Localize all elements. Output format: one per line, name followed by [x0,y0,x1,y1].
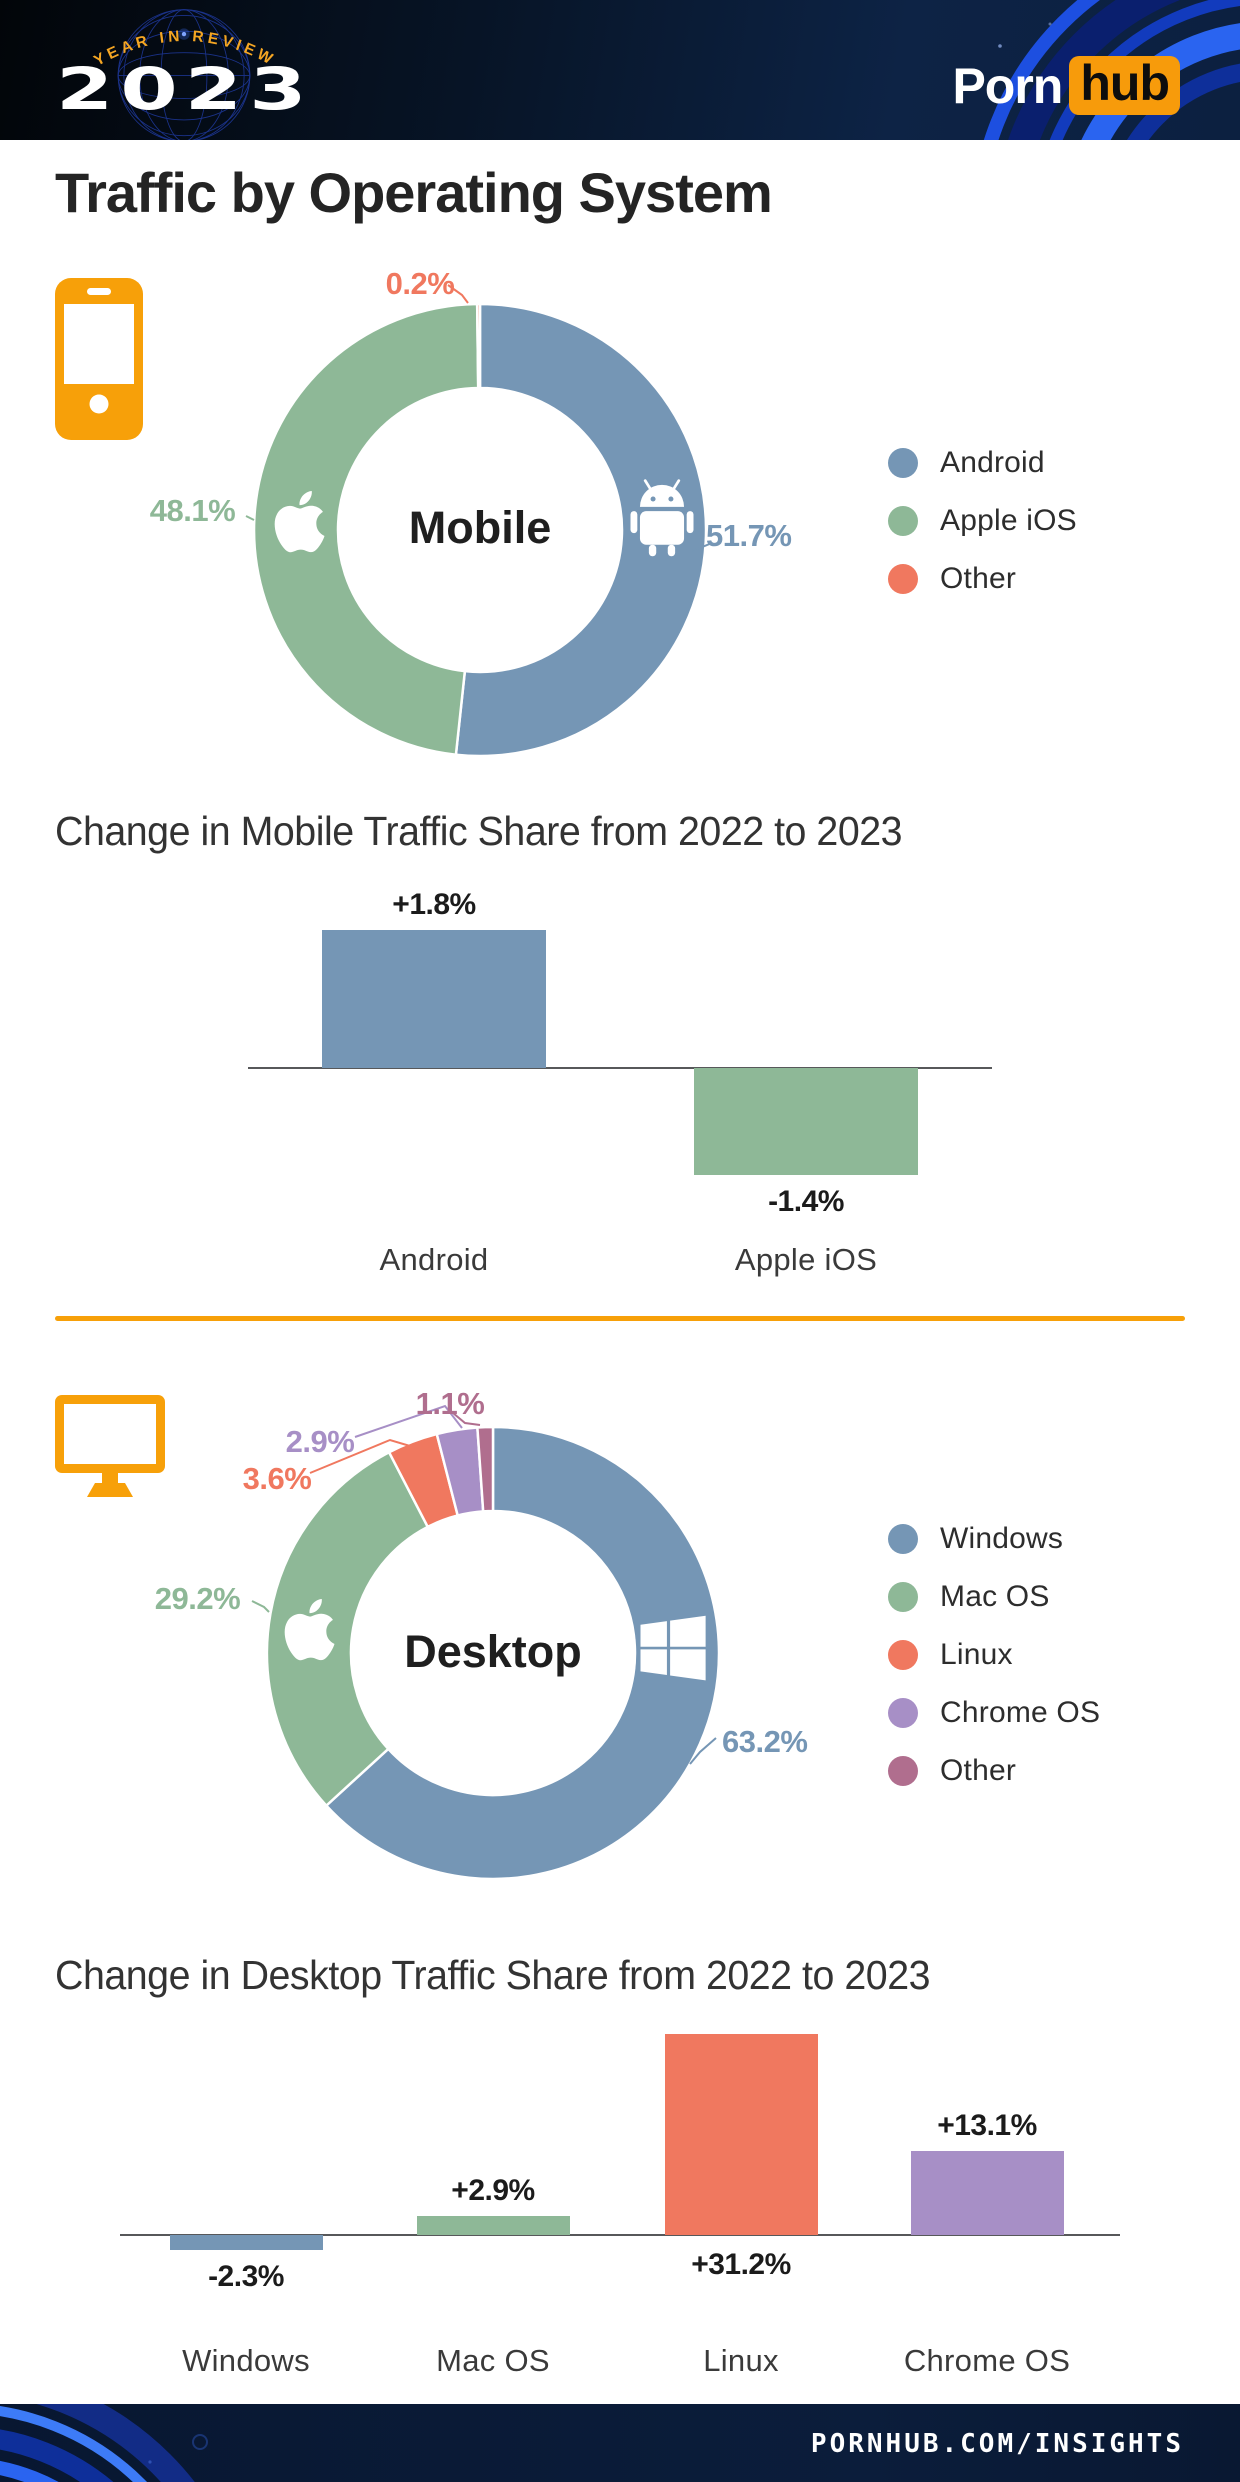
legend-label: Mac OS [940,1580,1050,1613]
callout-mac-os-share: 29.2% [154,1581,241,1616]
callout-other-share: 0.2% [385,266,455,301]
bar-chrome-os [910,2150,1064,2235]
donut-slice-mac-os [265,1451,429,1807]
legend-label: Windows [940,1522,1064,1555]
legend-label: Apple iOS [940,504,1077,537]
desktop-callout-leaders [251,1404,717,1765]
phone-icon [55,278,143,440]
desktop-bar-chart: -2.3% Windows +2.9% Mac OS +31.2% Linux +13.1%… [0,2010,1240,2404]
legend-item-chrome-os: Chrome OS [888,1696,1100,1730]
pornhub-logo: Porn hub [952,56,1180,115]
callout-leader-line [251,1600,270,1613]
section-divider [55,1316,1185,1321]
legend-label: Other [940,1754,1017,1787]
year-2023-logo: 2023 [56,55,314,123]
callout-leader-line [354,1404,463,1438]
bar-linux [664,2033,818,2235]
footer-banner: PORNHUB.COM/INSIGHTS [0,2404,1240,2482]
donut-slice-apple-ios [252,302,480,756]
axis-baseline [248,1067,992,1069]
legend-swatch [888,564,918,594]
bar-mac-os [416,2216,570,2235]
mobile-bar-chart-title: Change in Mobile Traffic Share from 2022… [55,808,903,854]
mobile-donut-chart [245,284,713,758]
mobile-donut-center-label: Mobile [408,502,552,553]
bar-value-apple-ios: -1.4% [768,1185,844,1219]
footer-swoosh-graphic [0,2404,208,2482]
legend-label: Android [940,446,1045,479]
bar-category-linux: Linux [703,2343,779,2378]
callout-leader-line [689,1737,717,1765]
callout-leader-line [452,1412,481,1426]
legend-swatch [888,1698,918,1728]
legend-swatch [888,1524,918,1554]
globe-wireframe-graphic [117,9,251,140]
donut-slice-other [476,1425,495,1513]
bar-value-windows: -2.3% [208,2259,284,2293]
legend-label: Other [940,562,1017,595]
year-arc-text: YEAR IN REVIEW [91,28,274,70]
legend-label: Chrome OS [940,1696,1101,1729]
mobile-callout-leaders [245,284,713,552]
apple-icon [284,1599,335,1661]
legend-swatch [888,1756,918,1786]
legend-label: Linux [940,1638,1013,1671]
bar-apple-ios [694,1068,918,1176]
bar-category-mac-os: Mac OS [436,2343,550,2378]
pornhub-logo-porn: Porn [952,57,1063,114]
callout-windows-share: 63.2% [722,1724,808,1759]
legend-item-mac-os: Mac OS [888,1580,1100,1614]
bar-value-chrome-os: +13.1% [937,2108,1037,2142]
pornhub-logo-hub: hub [1069,56,1180,115]
bar-windows [169,2235,323,2250]
legend-swatch [888,506,918,536]
bar-category-windows: Windows [182,2343,310,2378]
axis-baseline [120,2234,1120,2236]
monitor-icon [55,1395,165,1497]
legend-item-android: Android [888,446,1077,480]
windows-icon [640,1615,706,1681]
mobile-legend: Android Apple iOS Other [888,446,1077,620]
callout-linux-share: 3.6% [242,1461,312,1496]
bar-android [322,930,546,1068]
mobile-donut-slices [252,302,708,758]
page-title: Traffic by Operating System [55,161,773,224]
callout-other-share: 1.1% [415,1386,485,1421]
donut-slice-windows [325,1425,721,1881]
legend-item-other: Other [888,1754,1100,1788]
legend-item-apple-ios: Apple iOS [888,504,1077,538]
bar-value-linux: +31.2% [691,2248,791,2281]
bar-category-android: Android [379,1242,489,1277]
android-icon [630,479,694,557]
donut-slice-other [475,302,482,390]
desktop-donut-slices [265,1425,721,1881]
legend-item-linux: Linux [888,1638,1100,1672]
bar-category-apple-ios: Apple iOS [734,1242,878,1277]
desktop-legend: Windows Mac OS Linux Chrome OS Other [888,1522,1100,1812]
desktop-donut-chart [251,1404,721,1881]
bar-category-chrome-os: Chrome OS [903,2343,1071,2378]
desktop-donut-center-label: Desktop [404,1626,582,1677]
donut-slice-android [454,302,708,758]
bar-value-android: +1.8% [392,888,476,922]
desktop-bar-chart-title: Change in Desktop Traffic Share from 202… [55,1952,931,1998]
legend-item-other: Other [888,562,1077,596]
callout-leader-line [309,1438,411,1474]
footer-url: PORNHUB.COM/INSIGHTS [810,2429,1184,2459]
legend-swatch [888,1640,918,1670]
callout-leader-line [689,542,713,552]
callout-leader-line [447,284,469,304]
legend-item-windows: Windows [888,1522,1100,1556]
bar-value-mac-os: +2.9% [451,2174,535,2208]
callout-chrome-os-share: 2.9% [285,1424,355,1459]
callout-apple-ios-share: 48.1% [149,493,236,528]
mobile-bar-chart: +1.8% Android -1.4% Apple iOS [0,880,1240,1300]
callout-leader-line [245,515,255,521]
apple-icon [274,491,325,553]
legend-swatch [888,1582,918,1612]
callout-android-share: 51.7% [706,518,792,553]
legend-swatch [888,448,918,478]
header-banner: YEAR IN REVIEW 2023 Porn hub [0,0,1240,140]
